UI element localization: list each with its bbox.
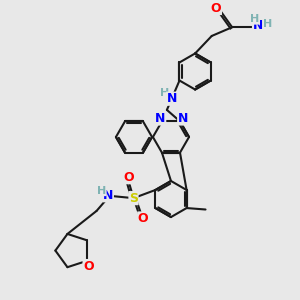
Text: O: O	[138, 212, 148, 225]
Text: O: O	[124, 171, 134, 184]
Text: N: N	[103, 189, 113, 202]
Text: H: H	[97, 186, 106, 196]
Text: N: N	[167, 92, 177, 105]
Text: H: H	[250, 14, 260, 24]
Text: H: H	[263, 19, 272, 29]
Text: H: H	[160, 88, 170, 98]
Text: N: N	[178, 112, 188, 125]
Text: S: S	[129, 192, 138, 205]
Text: O: O	[211, 2, 221, 14]
Text: N: N	[253, 19, 263, 32]
Text: N: N	[155, 112, 166, 125]
Text: O: O	[83, 260, 94, 273]
